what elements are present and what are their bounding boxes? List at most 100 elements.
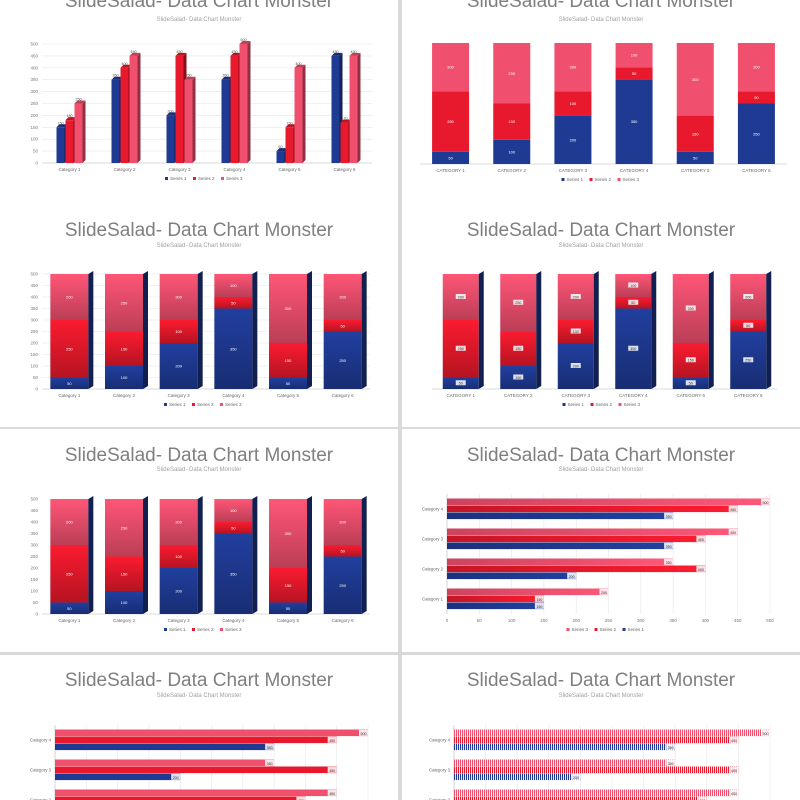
data-label-box [664, 512, 674, 519]
bar-series-2 [447, 595, 544, 603]
x-tick-label: CATEGORY 2 [497, 168, 526, 173]
bar-side [361, 496, 367, 614]
data-label-box [728, 528, 738, 535]
data-label: 200 [569, 575, 575, 579]
slide-1-clustered-column-3d: SlideSalad- Data Chart Monster SlideSala… [0, 0, 398, 223]
data-label: 50 [631, 301, 635, 305]
x-tick-label: Category 2 [113, 618, 136, 623]
slide-subtitle: SlideSalad- Data Chart Monster [156, 243, 242, 249]
legend-swatch-3 [617, 178, 621, 181]
bar-side [651, 271, 657, 389]
data-label: 100 [570, 101, 577, 106]
legend-label: Series 3 [225, 402, 242, 407]
bar-segment-series-1 [737, 103, 775, 164]
x-tick-label: CATEGORY 2 [504, 393, 533, 398]
bar-series-3 [454, 789, 739, 797]
data-label: 200 [573, 295, 579, 299]
y-tick-label: 250 [30, 329, 38, 334]
legend-swatch-2 [590, 403, 594, 406]
data-label: 180 [66, 114, 72, 118]
data-label: 350 [230, 346, 237, 351]
x-tick-label: Category 1 [58, 393, 81, 398]
x-tick-label: Category 4 [223, 167, 246, 172]
y-tick-label: 300 [30, 543, 38, 548]
data-label: 100 [230, 508, 237, 513]
data-label-box [534, 602, 544, 609]
bar-series-3 [239, 44, 248, 163]
bar-top [239, 41, 251, 44]
legend-label: Series 1 [170, 176, 187, 181]
data-label: 250 [66, 346, 73, 351]
bar-segment-series-2 [323, 545, 362, 557]
bar-series-2 [120, 67, 129, 163]
bar-series-3 [447, 498, 770, 506]
data-label: 50 [286, 381, 291, 386]
data-label: 50 [689, 382, 693, 386]
data-label: 450 [130, 50, 136, 54]
data-label: 200 [175, 589, 182, 594]
data-label-box [685, 305, 696, 311]
data-label: 100 [515, 376, 521, 380]
data-label: 200 [175, 520, 182, 525]
data-label-box [171, 773, 181, 780]
data-label: 250 [515, 301, 521, 305]
x-tick-label: CATEGORY 5 [681, 168, 710, 173]
bar-segment-series-3 [676, 43, 714, 116]
bar-segment-series-2 [554, 91, 592, 116]
x-tick-label: 300 [637, 618, 645, 623]
y-tick-label: 400 [30, 295, 38, 300]
slide-2-stacked-column: SlideSalad- Data Chart Monster SlideSala… [402, 0, 800, 223]
data-label: 50 [632, 71, 637, 76]
y-tick-label: 350 [30, 77, 38, 82]
bar-segment-series-3 [615, 43, 653, 68]
bar-segment-series-2 [50, 320, 89, 378]
data-label-box [359, 729, 368, 736]
legend-swatch-1 [622, 628, 626, 631]
slide-4-stacked-column-3d-labeled: SlideSalad- Data Chart Monster SlideSala… [402, 204, 800, 427]
bar-segment-series-2 [159, 320, 198, 343]
bar-series-2 [230, 55, 239, 163]
bar-series-1 [447, 602, 544, 610]
bar-side [708, 271, 714, 389]
bar-segment-series-2 [615, 67, 653, 80]
data-label: 200 [745, 295, 751, 299]
data-label-box [567, 572, 577, 579]
data-label: 200 [173, 776, 179, 780]
y-tick-label: 450 [30, 283, 38, 288]
bar-top [65, 117, 77, 121]
y-tick-label: 0 [35, 161, 38, 166]
data-label-box [327, 736, 337, 743]
data-label-box [534, 595, 544, 602]
slide-title: SlideSalad- Data Chart Monster [466, 670, 736, 691]
legend-swatch-2 [589, 178, 593, 181]
legend-label: Series 2 [600, 627, 617, 632]
data-label: 50 [231, 300, 236, 305]
legend-label: Series 2 [198, 176, 215, 181]
data-label: 350 [666, 515, 672, 519]
y-tick-label: 200 [30, 341, 38, 346]
data-label: 500 [361, 732, 367, 736]
data-label-box [513, 374, 524, 380]
y-tick-label: 0 [35, 387, 38, 392]
y-tick-label: 50 [33, 375, 39, 380]
bar-series-3 [454, 729, 770, 737]
data-label: 150 [515, 347, 521, 351]
bar-top [56, 124, 68, 128]
data-label: 450 [329, 769, 335, 773]
data-label-box [455, 345, 466, 351]
legend-swatch-1 [562, 403, 566, 406]
data-label: 170 [341, 117, 347, 121]
data-label-box [599, 588, 609, 595]
data-label-box [728, 505, 738, 512]
chart-5: 0 50 100 150 200 250 300 350 400 450 500 Category 1… [30, 496, 370, 632]
slide-title: SlideSalad- Data Chart Monster [64, 445, 334, 466]
slide-title: SlideSalad- Data Chart Monster [64, 670, 334, 691]
bar-side [252, 496, 258, 614]
x-tick-label: CATEGORY 1 [436, 168, 465, 173]
bar-segment-series-2 [159, 545, 198, 568]
bar-series-1 [221, 79, 230, 163]
data-label: 400 [298, 799, 304, 800]
slide-6-horizontal-bar: SlideSalad- Data Chart Monster SlideSala… [402, 429, 800, 652]
y-tick-label: Category 2 [30, 798, 52, 800]
data-label: 300 [692, 77, 699, 82]
